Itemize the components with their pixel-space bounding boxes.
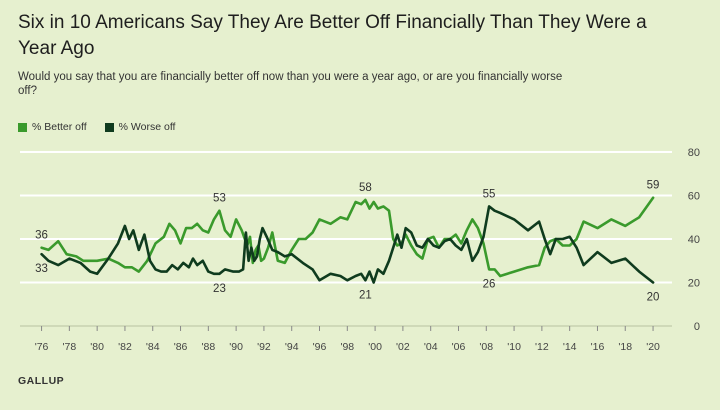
x-tick-label: '80: [90, 341, 104, 353]
x-tick-label: '92: [257, 341, 271, 353]
data-label: 36: [35, 230, 48, 242]
x-tick-label: '98: [340, 341, 354, 353]
x-tick-label: '78: [63, 341, 77, 353]
legend: % Better off % Worse off: [18, 121, 175, 133]
series-line-better-off: [40, 196, 655, 278]
y-tick-label: 60: [688, 191, 700, 203]
data-label: 21: [359, 289, 372, 301]
data-label: 55: [483, 188, 496, 200]
data-label: 53: [213, 193, 226, 205]
data-label: 59: [647, 180, 660, 192]
x-tick-label: '94: [285, 341, 299, 353]
x-tick-label: '16: [591, 341, 605, 353]
x-tick-label: '10: [507, 341, 521, 353]
x-tick-label: '20: [646, 341, 660, 353]
legend-item-better: % Better off: [18, 121, 87, 133]
x-tick-label: '04: [424, 341, 438, 353]
x-tick-label: '84: [146, 341, 160, 353]
data-label: 26: [483, 278, 496, 290]
y-tick-label: 0: [694, 321, 700, 333]
x-tick-label: '14: [563, 341, 577, 353]
x-tick-label: '76: [35, 341, 49, 353]
source-label: GALLUP: [18, 375, 65, 387]
x-tick-label: '00: [368, 341, 382, 353]
x-tick-label: '12: [535, 341, 549, 353]
y-tick-label: 40: [688, 234, 700, 246]
x-tick-label: '18: [618, 341, 632, 353]
y-tick-label: 20: [688, 278, 700, 290]
x-tick-label: '90: [229, 341, 243, 353]
legend-swatch-better: [18, 122, 27, 132]
x-tick-label: '06: [452, 341, 466, 353]
data-label: 33: [35, 263, 48, 275]
legend-label-better: % Better off: [32, 121, 87, 133]
data-label: 20: [647, 292, 660, 304]
chart-title: Six in 10 Americans Say They Are Better …: [18, 12, 647, 59]
chart-subtitle: Would you say that you are financially b…: [18, 71, 563, 97]
x-tick-label: '86: [174, 341, 188, 353]
x-tick-label: '88: [201, 341, 215, 353]
x-tick-label: '02: [396, 341, 410, 353]
series-line-worse-off: [40, 205, 655, 284]
y-tick-label: 80: [688, 147, 700, 159]
x-tick-label: '08: [479, 341, 493, 353]
x-tick-label: '96: [313, 341, 327, 353]
legend-swatch-worse: [104, 122, 114, 132]
data-label: 23: [213, 283, 226, 295]
data-label: 58: [359, 182, 372, 194]
x-tick-label: '82: [118, 341, 132, 353]
legend-item-worse: % Worse off: [104, 121, 176, 133]
legend-label-worse: % Worse off: [118, 121, 176, 133]
